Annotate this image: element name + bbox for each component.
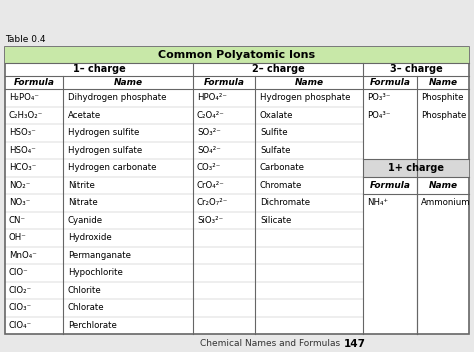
- Text: Carbonate: Carbonate: [260, 163, 305, 172]
- Text: Sulfate: Sulfate: [260, 146, 291, 155]
- Text: OH⁻: OH⁻: [9, 233, 27, 242]
- Text: Chromate: Chromate: [260, 181, 302, 190]
- Text: Name: Name: [113, 78, 143, 87]
- Text: Hydroxide: Hydroxide: [68, 233, 112, 242]
- Text: Name: Name: [428, 78, 457, 87]
- Text: Cr₂O₇²⁻: Cr₂O₇²⁻: [197, 198, 228, 207]
- Text: ClO₃⁻: ClO₃⁻: [9, 303, 32, 312]
- Text: HCO₃⁻: HCO₃⁻: [9, 163, 36, 172]
- Text: NH₄⁺: NH₄⁺: [367, 198, 388, 207]
- Text: Acetate: Acetate: [68, 111, 101, 120]
- Text: Name: Name: [428, 181, 457, 190]
- Text: H₂PO₄⁻: H₂PO₄⁻: [9, 93, 39, 102]
- Text: Phosphite: Phosphite: [421, 93, 464, 102]
- Text: C₂H₃O₂⁻: C₂H₃O₂⁻: [9, 111, 43, 120]
- Text: Hydrogen sulfate: Hydrogen sulfate: [68, 146, 142, 155]
- Text: SO₃²⁻: SO₃²⁻: [197, 128, 221, 137]
- Text: Permanganate: Permanganate: [68, 251, 131, 260]
- Bar: [5, 47, 469, 63]
- Text: PO₄³⁻: PO₄³⁻: [367, 111, 391, 120]
- Bar: [5, 47, 469, 334]
- Text: SiO₃²⁻: SiO₃²⁻: [197, 216, 223, 225]
- Text: 147: 147: [344, 339, 366, 349]
- Text: PO₃³⁻: PO₃³⁻: [367, 93, 391, 102]
- Text: Nitrite: Nitrite: [68, 181, 95, 190]
- Text: Phosphate: Phosphate: [421, 111, 466, 120]
- Text: Formula: Formula: [203, 78, 245, 87]
- Text: Chlorite: Chlorite: [68, 286, 102, 295]
- Text: NO₂⁻: NO₂⁻: [9, 181, 30, 190]
- Text: ClO₂⁻: ClO₂⁻: [9, 286, 32, 295]
- Text: Hypochlorite: Hypochlorite: [68, 268, 123, 277]
- Text: Formula: Formula: [370, 78, 410, 87]
- Text: Sulfite: Sulfite: [260, 128, 288, 137]
- Text: Silicate: Silicate: [260, 216, 292, 225]
- Text: Name: Name: [294, 78, 324, 87]
- Text: HSO₄⁻: HSO₄⁻: [9, 146, 36, 155]
- Text: ClO₄⁻: ClO₄⁻: [9, 321, 32, 330]
- Text: CO₃²⁻: CO₃²⁻: [197, 163, 221, 172]
- Text: Formula: Formula: [13, 78, 55, 87]
- Text: CN⁻: CN⁻: [9, 216, 26, 225]
- Text: Chemical Names and Formulas: Chemical Names and Formulas: [200, 339, 340, 348]
- Text: 2– charge: 2– charge: [252, 64, 304, 75]
- Text: Hydrogen phosphate: Hydrogen phosphate: [260, 93, 350, 102]
- Text: Common Polyatomic Ions: Common Polyatomic Ions: [158, 50, 316, 60]
- Text: Perchlorate: Perchlorate: [68, 321, 117, 330]
- Text: Ammonium: Ammonium: [421, 198, 471, 207]
- Text: HPO₄²⁻: HPO₄²⁻: [197, 93, 227, 102]
- Text: Oxalate: Oxalate: [260, 111, 293, 120]
- Text: 3– charge: 3– charge: [390, 64, 442, 75]
- Text: 1– charge: 1– charge: [73, 64, 126, 75]
- Text: CrO₄²⁻: CrO₄²⁻: [197, 181, 225, 190]
- Text: SO₄²⁻: SO₄²⁻: [197, 146, 221, 155]
- Text: 1+ charge: 1+ charge: [388, 163, 444, 173]
- Text: Table 0.4: Table 0.4: [5, 36, 46, 44]
- Text: ClO⁻: ClO⁻: [9, 268, 28, 277]
- Text: C₂O₄²⁻: C₂O₄²⁻: [197, 111, 225, 120]
- Text: Chlorate: Chlorate: [68, 303, 105, 312]
- Text: Hydrogen carbonate: Hydrogen carbonate: [68, 163, 156, 172]
- Text: Dichromate: Dichromate: [260, 198, 310, 207]
- Text: NO₃⁻: NO₃⁻: [9, 198, 30, 207]
- Bar: [363, 159, 469, 176]
- Text: Hydrogen sulfite: Hydrogen sulfite: [68, 128, 139, 137]
- Text: Cyanide: Cyanide: [68, 216, 103, 225]
- Text: Nitrate: Nitrate: [68, 198, 98, 207]
- Text: HSO₃⁻: HSO₃⁻: [9, 128, 36, 137]
- Text: MnO₄⁻: MnO₄⁻: [9, 251, 37, 260]
- Text: Formula: Formula: [370, 181, 410, 190]
- Text: Dihydrogen phosphate: Dihydrogen phosphate: [68, 93, 166, 102]
